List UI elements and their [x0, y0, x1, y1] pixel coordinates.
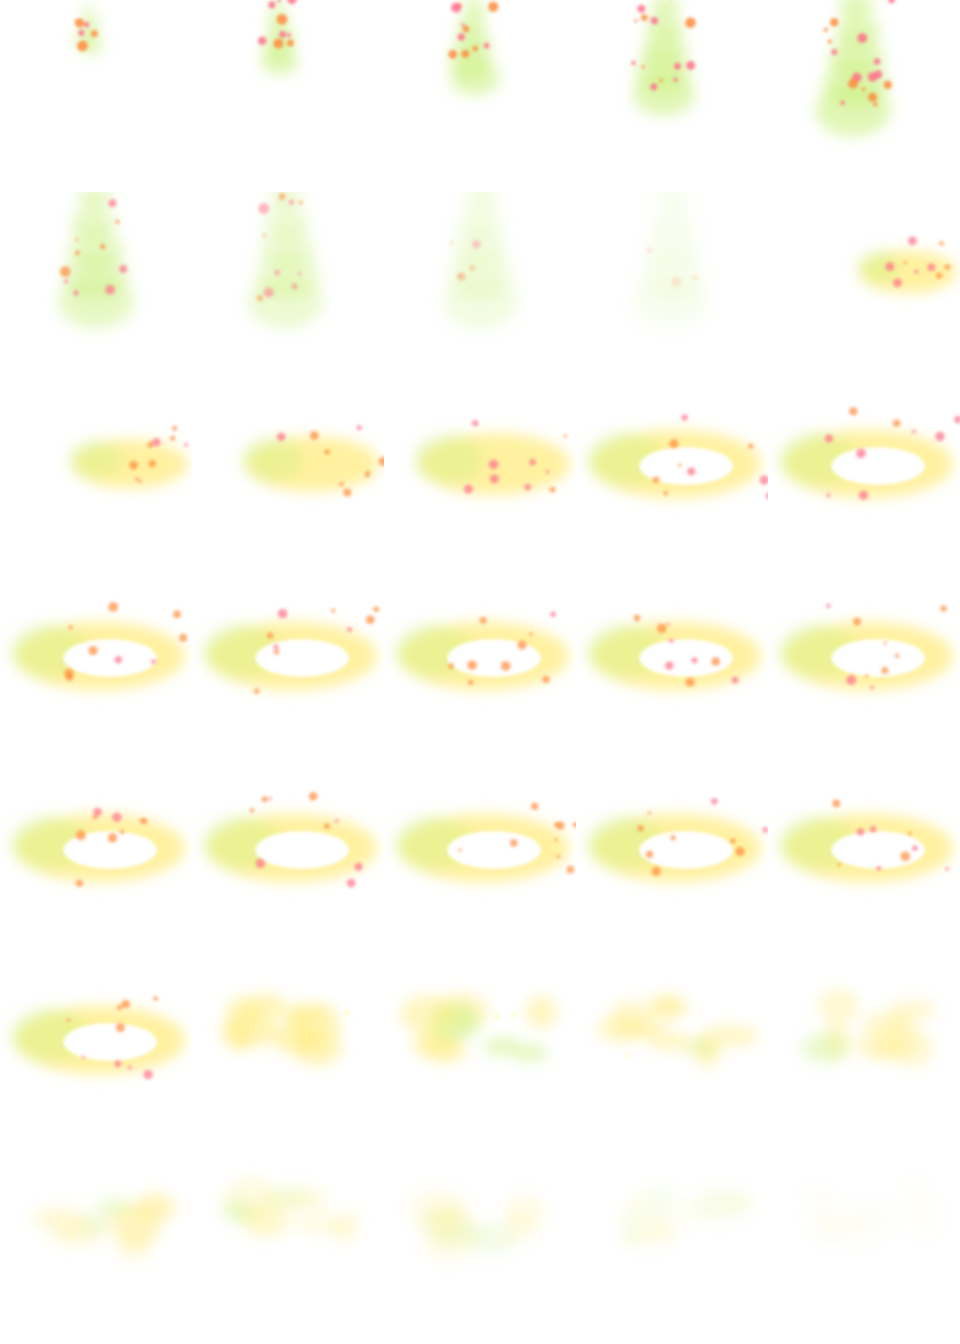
frame-30: [768, 960, 960, 1152]
frame-19: [576, 576, 768, 768]
frame-7: [192, 192, 384, 384]
frame-31: [0, 1152, 192, 1344]
frame-33: [384, 1152, 576, 1344]
frame-23: [384, 768, 576, 960]
frame-24: [576, 768, 768, 960]
frame-9: [576, 192, 768, 384]
frame-4: [576, 0, 768, 192]
frame-12: [192, 384, 384, 576]
frame-22: [192, 768, 384, 960]
frame-13: [384, 384, 576, 576]
frame-27: [192, 960, 384, 1152]
frame-1: [0, 0, 192, 192]
frame-10: [768, 192, 960, 384]
frame-5: [768, 0, 960, 192]
frame-14: [576, 384, 768, 576]
frame-21: [0, 768, 192, 960]
frame-32: [192, 1152, 384, 1344]
frame-15: [768, 384, 960, 576]
frame-2: [192, 0, 384, 192]
frame-29: [576, 960, 768, 1152]
frame-8: [384, 192, 576, 384]
frame-17: [192, 576, 384, 768]
frame-25: [768, 768, 960, 960]
frame-28: [384, 960, 576, 1152]
frame-34: [576, 1152, 768, 1344]
frame-18: [384, 576, 576, 768]
frame-6: [0, 192, 192, 384]
frame-35: [768, 1152, 960, 1344]
frame-26: [0, 960, 192, 1152]
frame-16: [0, 576, 192, 768]
frame-20: [768, 576, 960, 768]
frame-11: [0, 384, 192, 576]
frame-3: [384, 0, 576, 192]
